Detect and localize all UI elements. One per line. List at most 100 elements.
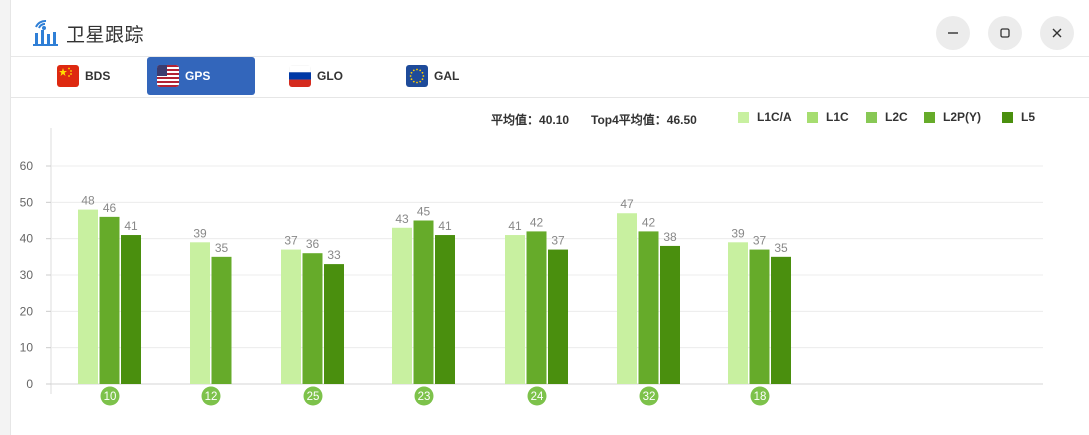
china-flag-icon <box>57 65 79 87</box>
satellite-id-badge <box>201 386 221 406</box>
top4-average-value: 46.50 <box>666 113 697 127</box>
bar-l2py-sv10 <box>99 216 120 384</box>
bar-l1ca-sv23 <box>392 227 412 384</box>
legend-item-l2py[interactable]: L2P(Y) <box>924 110 981 124</box>
bar-value-label: 41 <box>508 219 522 233</box>
bar-value-label: 36 <box>306 237 320 251</box>
legend-swatch <box>807 111 818 123</box>
tab-bds[interactable]: BDS <box>47 57 143 95</box>
bar-value-label: 45 <box>417 205 431 219</box>
legend-label: L2C <box>885 110 908 124</box>
bar-value-label: 47 <box>620 197 634 211</box>
satellite-id-badge <box>639 386 659 406</box>
tab-gps-label: GPS <box>185 69 211 83</box>
legend-swatch <box>866 111 877 123</box>
bar-l2py-sv18 <box>749 249 770 384</box>
satellite-id-label: 24 <box>531 391 544 403</box>
legend-item-l5[interactable]: L5 <box>1002 110 1035 124</box>
bar-l1ca-sv10 <box>78 209 98 384</box>
bar-value-label: 48 <box>81 194 95 208</box>
satellite-id-badge <box>303 386 323 406</box>
legend-label: L2P(Y) <box>943 110 982 124</box>
bar-value-label: 41 <box>438 219 452 233</box>
legend-label: L1C/A <box>757 110 792 124</box>
y-tick-label: 40 <box>20 232 34 246</box>
legend-item-l2c[interactable]: L2C <box>866 110 908 124</box>
legend-swatch <box>738 111 749 123</box>
bar-value-label: 35 <box>215 241 229 255</box>
satellite-id-label: 32 <box>643 391 656 403</box>
bar-l1ca-sv32 <box>617 213 637 384</box>
bar-l1ca-sv24 <box>505 235 525 384</box>
legend-swatch <box>1002 111 1013 123</box>
legend-item-l1c[interactable]: L1C <box>807 110 849 124</box>
bar-value-label: 37 <box>753 234 767 248</box>
average-value: 40.10 <box>539 113 570 127</box>
signal-strength-chart: 0 10 20 30 40 50 60 48 46 41 10 39 35 12 37 36 33 25 43 45 4… <box>20 128 1043 406</box>
minimize-icon <box>948 32 958 34</box>
average-label: 平均值： <box>491 113 540 127</box>
bar-l5-sv23 <box>435 235 455 384</box>
eu-flag-icon <box>406 65 428 87</box>
satellite-id-badge <box>527 386 547 406</box>
title-bar: 卫星跟踪 <box>11 0 1089 57</box>
constellation-tabs: BDS GPS GLO <box>11 57 1089 98</box>
legend-label: L5 <box>1021 110 1036 124</box>
bar-l5-sv24 <box>548 249 568 384</box>
bar-l5-sv10 <box>121 235 141 384</box>
close-button[interactable] <box>1040 16 1074 50</box>
satellite-id-label: 12 <box>205 391 218 403</box>
satellite-id-label: 23 <box>418 391 431 403</box>
legend-swatch <box>924 111 935 123</box>
legend-item-l1ca[interactable]: L1C/A <box>738 110 792 124</box>
tab-gal-label: GAL <box>434 69 460 83</box>
bar-value-label: 39 <box>731 226 745 240</box>
satellite-tracking-window: 卫星跟踪 BDS <box>10 0 1089 435</box>
satellite-id-label: 10 <box>104 391 117 403</box>
bar-value-label: 37 <box>551 234 565 248</box>
app-title: 卫星跟踪 <box>66 24 145 46</box>
y-tick-label: 0 <box>26 377 33 391</box>
legend-label: L1C <box>826 110 849 124</box>
close-icon <box>1052 28 1062 38</box>
satellite-id-badge <box>414 386 434 406</box>
y-tick-label: 50 <box>20 195 34 209</box>
minimize-button[interactable] <box>936 16 970 50</box>
average-stat: 平均值：40.10 <box>491 111 569 128</box>
bar-l5-sv32 <box>660 245 680 384</box>
bar-value-label: 38 <box>663 230 677 244</box>
satellite-id-label: 25 <box>307 391 320 403</box>
bar-value-label: 42 <box>530 215 544 229</box>
y-tick-label: 30 <box>20 268 34 282</box>
tab-bds-label: BDS <box>85 69 111 83</box>
bar-value-label: 39 <box>193 226 207 240</box>
russia-flag-icon <box>289 65 311 87</box>
bar-value-label: 41 <box>124 219 138 233</box>
bar-value-label: 42 <box>642 215 656 229</box>
bar-value-label: 43 <box>395 212 409 226</box>
y-tick-label: 10 <box>20 341 34 355</box>
maximize-icon <box>1000 28 1010 38</box>
bar-value-label: 37 <box>284 234 298 248</box>
bar-l1ca-sv25 <box>281 249 301 384</box>
satellite-id-badge <box>100 386 120 406</box>
y-tick-label: 60 <box>20 159 34 173</box>
top4-average-label: Top4平均值： <box>591 113 667 127</box>
tab-gal[interactable]: GAL <box>396 57 492 95</box>
bar-l2py-sv25 <box>302 253 323 384</box>
bar-l5-sv18 <box>771 256 791 384</box>
tab-gps[interactable]: GPS <box>147 57 255 95</box>
bar-value-label: 46 <box>103 201 117 215</box>
tab-glo[interactable]: GLO <box>279 57 375 95</box>
satellite-id-badge <box>750 386 770 406</box>
bar-l5-sv25 <box>324 264 344 384</box>
bar-l2py-sv12 <box>211 256 232 384</box>
maximize-button[interactable] <box>988 16 1022 50</box>
tab-glo-label: GLO <box>317 69 343 83</box>
top4-average-stat: Top4平均值：46.50 <box>591 111 697 128</box>
bar-l2py-sv24 <box>526 231 547 384</box>
bar-value-label: 35 <box>774 241 788 255</box>
bar-l1ca-sv18 <box>728 242 748 384</box>
bar-l2py-sv23 <box>413 220 434 384</box>
bar-l2py-sv32 <box>638 231 659 384</box>
